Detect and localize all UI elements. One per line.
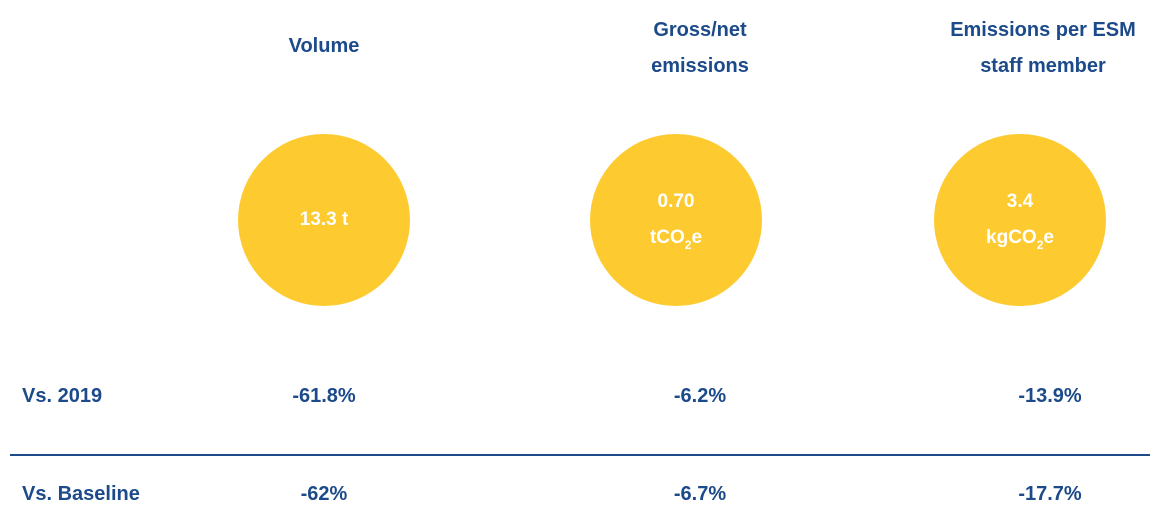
row-label: Vs. 2019 bbox=[22, 385, 103, 407]
unit-part: kgCO bbox=[986, 227, 1037, 248]
unit-part: e bbox=[1043, 227, 1054, 248]
metric-value: 3.4 bbox=[1006, 191, 1034, 212]
header-line: Gross/net bbox=[653, 19, 747, 41]
row-value: -6.7% bbox=[673, 483, 727, 505]
row-value: -17.7% bbox=[1018, 483, 1082, 505]
row-value: -13.9% bbox=[1018, 385, 1082, 407]
metric-value: 13.3 t bbox=[299, 209, 349, 230]
metric-value: 0.70 bbox=[657, 191, 695, 212]
header-line: emissions bbox=[651, 55, 749, 77]
metric-unit: kgCO2e bbox=[986, 220, 1054, 256]
header-line: Emissions per ESM bbox=[950, 19, 1136, 41]
metric-circle: 0.70 tCO2e bbox=[590, 134, 762, 306]
row-value: -6.2% bbox=[673, 385, 727, 407]
row-value: -62% bbox=[300, 483, 348, 505]
column-header: Volume bbox=[194, 28, 454, 64]
column-header: Emissions per ESM staff member bbox=[913, 12, 1167, 84]
divider bbox=[10, 454, 1150, 456]
metric-unit: tCO2e bbox=[650, 220, 702, 256]
unit-part: tCO bbox=[649, 227, 685, 248]
header-line: staff member bbox=[980, 55, 1106, 77]
unit-subscript: 2 bbox=[1036, 238, 1044, 252]
unit-part: e bbox=[691, 227, 703, 248]
header-line: Volume bbox=[288, 35, 360, 57]
column-header: Gross/net emissions bbox=[570, 12, 830, 84]
metric-circle: 13.3 t bbox=[238, 134, 410, 306]
row-value: -61.8% bbox=[292, 385, 356, 407]
unit-subscript: 2 bbox=[684, 238, 692, 252]
metric-circle: 3.4 kgCO2e bbox=[934, 134, 1106, 306]
row-label: Vs. Baseline bbox=[22, 483, 140, 505]
